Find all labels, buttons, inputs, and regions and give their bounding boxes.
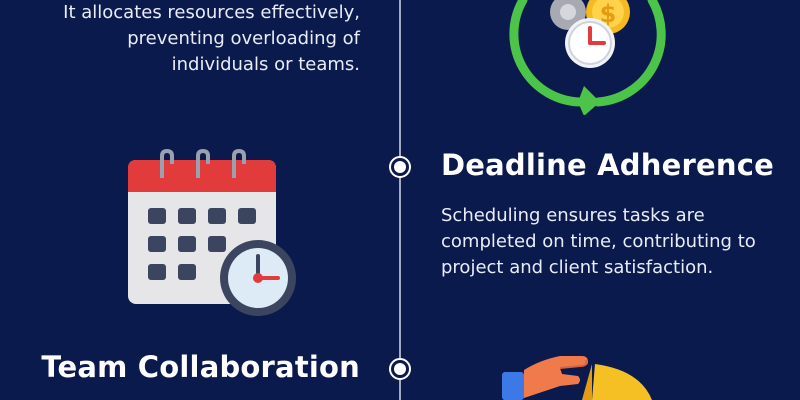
gear-coin-clock-cycle-icon: $ [509, 0, 666, 115]
description-line: It allocates resources effectively, [63, 2, 360, 23]
sleeve-icon [502, 372, 524, 400]
cycle-arrow-icon [509, 0, 587, 107]
resource-allocation-description: It allocates resources effectively, prev… [40, 0, 360, 78]
deadline-adherence-title: Deadline Adherence [441, 148, 774, 182]
timeline-line [399, 0, 401, 400]
deadline-adherence-description: Scheduling ensures tasks are completed o… [441, 203, 791, 281]
description-line: project and client satisfaction. [441, 257, 714, 278]
svg-text:$: $ [600, 0, 617, 28]
description-line: individuals or teams. [171, 54, 360, 75]
timeline-node-deadline [389, 156, 411, 178]
timeline-node-collaboration [389, 358, 411, 380]
description-line: Scheduling ensures tasks are [441, 205, 705, 226]
description-line: completed on time, contributing to [441, 231, 756, 252]
description-line: preventing overloading of [127, 28, 360, 49]
team-collaboration-title: Team Collaboration [41, 350, 360, 384]
hand-pie-chart-icon [502, 356, 652, 400]
calendar-clock-icon [128, 148, 296, 316]
